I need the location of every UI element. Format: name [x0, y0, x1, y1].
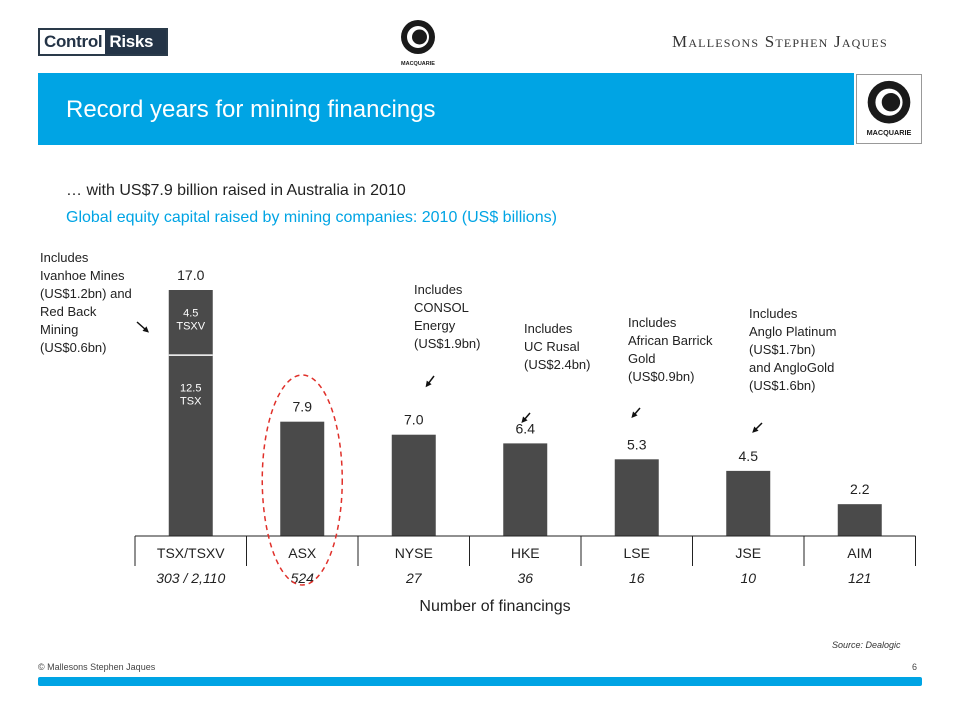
annotation-text: Anglo Platinum — [749, 324, 836, 339]
category-label: ASX — [288, 545, 317, 561]
bar-nyse — [391, 434, 436, 536]
bar-value-label: 4.5 — [739, 448, 759, 464]
bar-value-label: 6.4 — [516, 420, 536, 436]
footer-bar — [38, 677, 922, 686]
category-label: TSX/TSXV — [157, 545, 225, 561]
annotation-text: (US$2.4bn) — [524, 357, 590, 372]
financings-count: 303 / 2,110 — [156, 570, 225, 586]
bar-tsx-tsxv — [168, 290, 213, 536]
annotation-text: Gold — [628, 351, 655, 366]
highlight-ellipse — [261, 374, 343, 586]
annotation-text: (US$1.2bn) and — [40, 286, 132, 301]
page-number: 6 — [912, 662, 918, 672]
bar-lse — [614, 459, 659, 536]
page-title: Record years for mining financings — [66, 96, 436, 123]
stack-segment-label: TSX — [180, 395, 202, 407]
annotation-text: Red Back — [40, 304, 97, 319]
financings-count: 10 — [740, 570, 756, 586]
bar-hke — [503, 443, 548, 536]
title-band — [38, 73, 854, 145]
annotation-text: Includes — [414, 282, 463, 297]
chart-heading: Global equity capital raised by mining c… — [66, 209, 557, 226]
stack-segment-label: TSXV — [176, 321, 205, 333]
annotation-arrow-head — [631, 411, 638, 419]
annotation-text: (US$1.9bn) — [414, 336, 480, 351]
annotation-text: and AngloGold — [749, 360, 834, 375]
bar-value-label: 2.2 — [850, 481, 870, 497]
category-label: AIM — [847, 545, 872, 561]
financings-count: 16 — [629, 570, 645, 586]
control-risks-logo-part2: Risks — [105, 30, 166, 54]
annotation-text: Includes — [524, 321, 573, 336]
control-risks-logo: Control Risks — [38, 28, 168, 56]
macquarie-logo: MACQUARIE — [867, 80, 912, 137]
financings-count: 36 — [517, 570, 533, 586]
annotation-text: (US$1.6bn) — [749, 378, 815, 393]
annotation-arrow-shaft — [136, 321, 147, 331]
annotation-text: Mining — [40, 322, 78, 337]
stack-segment-label: 4.5 — [183, 308, 198, 320]
annotation-arrow-head — [521, 416, 528, 424]
annotation-arrow-head — [142, 326, 149, 333]
macquarie-logo-text: MACQUARIE — [867, 128, 912, 137]
category-label: LSE — [624, 545, 650, 561]
category-label: JSE — [735, 545, 761, 561]
financings-count: 524 — [291, 570, 315, 586]
bar-value-label: 5.3 — [627, 436, 647, 452]
annotation-text: Energy — [414, 318, 456, 333]
annotation-text: (US$0.6bn) — [40, 340, 106, 355]
financings-count: 27 — [405, 570, 423, 586]
annotation-text: African Barrick — [628, 333, 713, 348]
annotation-text: Includes — [628, 315, 677, 330]
annotation-text: Ivanhoe Mines — [40, 268, 125, 283]
macquarie-logo-box: MACQUARIE — [856, 74, 922, 144]
bar-value-label: 7.9 — [293, 399, 313, 415]
annotation-text: (US$0.9bn) — [628, 369, 694, 384]
bar-value-label: 17.0 — [177, 267, 204, 283]
subtitle: … with US$7.9 billion raised in Australi… — [66, 182, 406, 199]
footer-copyright: © Mallesons Stephen Jaques — [38, 662, 156, 672]
financings-count: 121 — [848, 570, 871, 586]
annotation-arrow-head — [752, 426, 759, 433]
annotation-text: Includes — [749, 306, 798, 321]
x-axis-title: Number of financings — [419, 598, 570, 615]
annotation-text: Includes — [40, 250, 89, 265]
bar-asx — [280, 421, 325, 536]
category-label: HKE — [511, 545, 540, 561]
macquarie-logo-top-text: MACQUARIE — [401, 61, 435, 67]
category-label: NYSE — [395, 545, 433, 561]
annotation-text: (US$1.7bn) — [749, 342, 815, 357]
bar-value-label: 7.0 — [404, 412, 424, 428]
annotation-text: CONSOL — [414, 300, 469, 315]
macquarie-logo-top: MACQUARIE — [401, 20, 435, 67]
bar-jse — [726, 470, 771, 536]
control-risks-logo-part1: Control — [44, 32, 103, 51]
stack-segment-label: 12.5 — [180, 382, 201, 394]
annotation-arrow-head — [425, 380, 432, 388]
annotation-text: UC Rusal — [524, 339, 580, 354]
bar-aim — [837, 504, 882, 536]
source-note: Source: Dealogic — [832, 640, 901, 650]
mallesons-logo: Mallesons Stephen Jaques — [672, 32, 888, 51]
